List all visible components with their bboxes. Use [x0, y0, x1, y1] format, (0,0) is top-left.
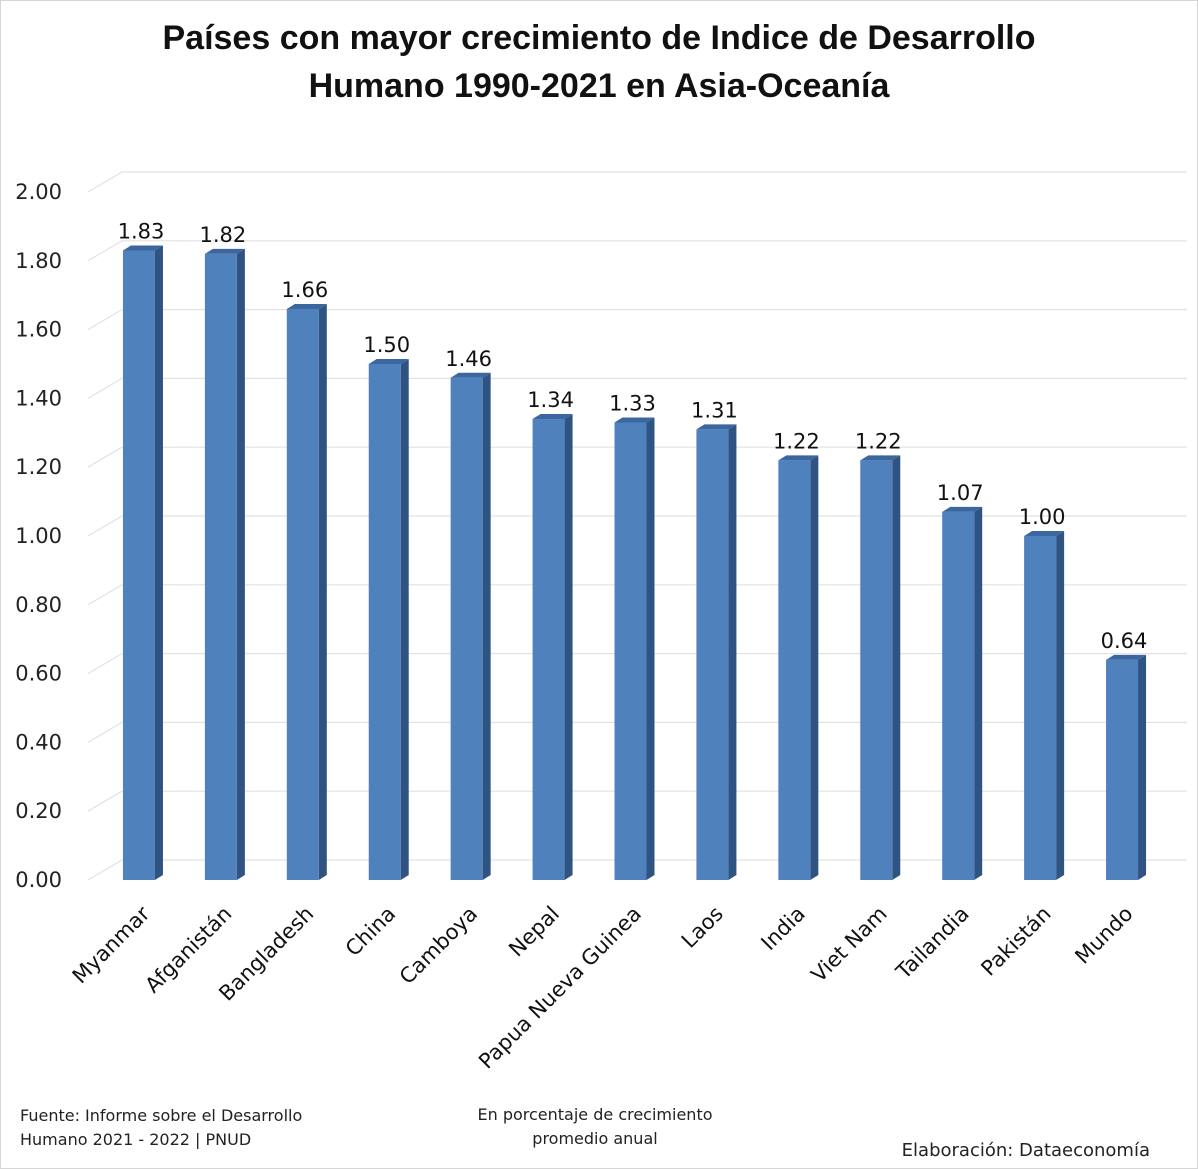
title-line-2: Humano 1990-2021 en Asia-Oceanía — [308, 67, 890, 105]
x-tick-label: Myanmar — [68, 901, 155, 988]
gridline — [87, 446, 1187, 468]
data-label: 1.31 — [691, 398, 738, 422]
bar — [368, 364, 401, 880]
bar-side — [728, 424, 737, 880]
x-tick-label: Papua Nueva Guinea — [474, 902, 646, 1074]
bar — [696, 429, 729, 880]
bar — [286, 308, 319, 881]
y-tick-label: 0.20 — [15, 799, 62, 823]
x-tick-label: Tailandia — [891, 902, 974, 985]
bar-top — [778, 455, 819, 461]
bar — [778, 460, 811, 880]
bar-top — [450, 372, 491, 378]
gridline — [87, 515, 1187, 537]
bar — [614, 422, 647, 880]
bar-side — [236, 248, 245, 881]
data-label: 0.64 — [1101, 629, 1148, 653]
bar-side — [810, 455, 819, 880]
data-label: 1.50 — [363, 333, 410, 357]
bar-top — [860, 455, 901, 461]
bar-top — [696, 424, 737, 430]
data-label: 1.66 — [281, 278, 328, 302]
bar-side — [482, 372, 491, 880]
bar — [860, 460, 893, 880]
bar — [1106, 659, 1139, 880]
y-tick-label: 1.80 — [15, 249, 62, 273]
data-label: 1.07 — [937, 481, 984, 505]
gridline — [87, 790, 1187, 812]
y-tick-label: 1.20 — [15, 455, 62, 479]
bar-side — [400, 359, 409, 880]
data-label: 1.00 — [1019, 505, 1066, 529]
x-tick-label: India — [756, 902, 809, 955]
y-tick-label: 1.00 — [15, 524, 62, 548]
data-label: 1.83 — [118, 219, 165, 243]
bar-side — [1138, 654, 1147, 880]
gridline — [87, 309, 1187, 331]
bar-top — [368, 359, 409, 364]
bar-top — [532, 414, 573, 420]
x-tick-label: Nepal — [504, 902, 564, 962]
source-line-1: Fuente: Informe sobre el Desarrollo — [20, 1106, 303, 1125]
bar-side — [974, 506, 983, 880]
y-tick-label: 1.60 — [15, 318, 62, 342]
source-line-2: Humano 2021 - 2022 | PNUD — [20, 1130, 252, 1149]
y-tick-label: 0.40 — [15, 730, 62, 754]
data-label: 1.46 — [445, 347, 492, 371]
bar-side — [1056, 531, 1065, 880]
bar-top — [614, 417, 655, 423]
bar — [532, 419, 565, 880]
bar-side — [564, 414, 573, 880]
unit-line-2: promedio anual — [532, 1129, 658, 1148]
gridline — [87, 171, 1187, 193]
bar-top — [204, 248, 245, 254]
data-label: 1.82 — [200, 223, 247, 247]
x-tick-label: Camboya — [395, 902, 482, 989]
data-label: 1.33 — [609, 391, 656, 415]
gridline — [87, 240, 1187, 262]
unit-line-1: En porcentaje de crecimiento — [477, 1105, 713, 1124]
bar — [942, 511, 975, 880]
bar — [122, 250, 155, 881]
gridline — [87, 377, 1187, 399]
x-tick-label: Viet Nam — [807, 902, 892, 987]
y-tick-label: 0.60 — [15, 662, 62, 686]
bar-top — [1106, 654, 1147, 660]
bar-side — [318, 303, 327, 881]
data-label: 1.34 — [527, 388, 574, 412]
gridline — [87, 652, 1187, 675]
bar-side — [892, 455, 901, 880]
x-tick-label: Laos — [677, 902, 728, 953]
bar-side — [646, 417, 655, 880]
bar-top — [942, 506, 983, 512]
bar — [204, 253, 237, 881]
bar-top — [122, 245, 163, 251]
x-tick-label: Pakistán — [976, 902, 1055, 981]
bar-top — [286, 303, 327, 309]
x-tick-label: China — [341, 902, 400, 961]
y-tick-label: 0.00 — [15, 868, 62, 892]
data-label: 1.22 — [855, 429, 902, 453]
gridline — [87, 859, 1187, 881]
bar — [450, 377, 483, 880]
source-note: Fuente: Informe sobre el Desarrollo Huma… — [20, 1104, 302, 1152]
bar-side — [154, 245, 163, 881]
bar — [1024, 536, 1057, 880]
bar-top — [1024, 531, 1065, 536]
chart-title: Países con mayor crecimiento de Indice d… — [0, 14, 1198, 110]
y-tick-label: 1.40 — [15, 386, 62, 410]
title-line-1: Países con mayor crecimiento de Indice d… — [162, 19, 1036, 57]
credit-note: Elaboración: Dataeconomía — [901, 1140, 1150, 1161]
gridline — [87, 584, 1187, 606]
x-tick-label: Mundo — [1070, 902, 1137, 969]
y-tick-label: 0.80 — [15, 593, 62, 617]
y-tick-label: 2.00 — [15, 180, 62, 204]
unit-note: En porcentaje de crecimiento promedio an… — [440, 1103, 750, 1151]
data-label: 1.22 — [773, 429, 820, 453]
gridline — [87, 721, 1187, 743]
